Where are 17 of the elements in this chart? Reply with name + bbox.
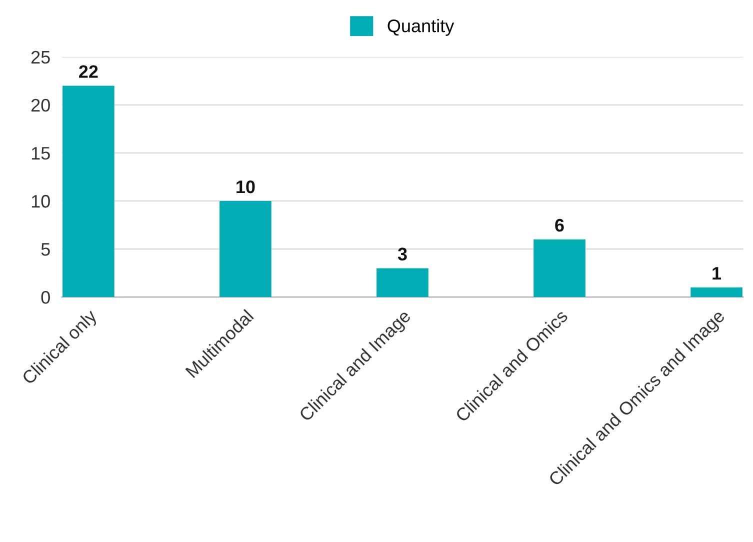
bar — [62, 86, 114, 298]
bar — [220, 200, 272, 298]
y-tick-label: 20 — [31, 98, 50, 112]
legend-label: Quantity — [388, 19, 454, 36]
data-label: 10 — [236, 180, 255, 194]
bar — [376, 268, 428, 298]
y-tick-label: 25 — [31, 50, 50, 64]
bar — [534, 239, 586, 298]
y-tick-label: 0 — [41, 290, 50, 304]
data-label: 6 — [555, 218, 564, 232]
bar — [690, 287, 742, 298]
y-tick-label: 10 — [32, 194, 50, 208]
data-label: 1 — [712, 267, 722, 280]
y-tick-label: 5 — [41, 243, 50, 256]
data-label: 22 — [79, 65, 98, 78]
data-label: 3 — [398, 248, 407, 260]
y-tick-label: 15 — [32, 147, 50, 160]
